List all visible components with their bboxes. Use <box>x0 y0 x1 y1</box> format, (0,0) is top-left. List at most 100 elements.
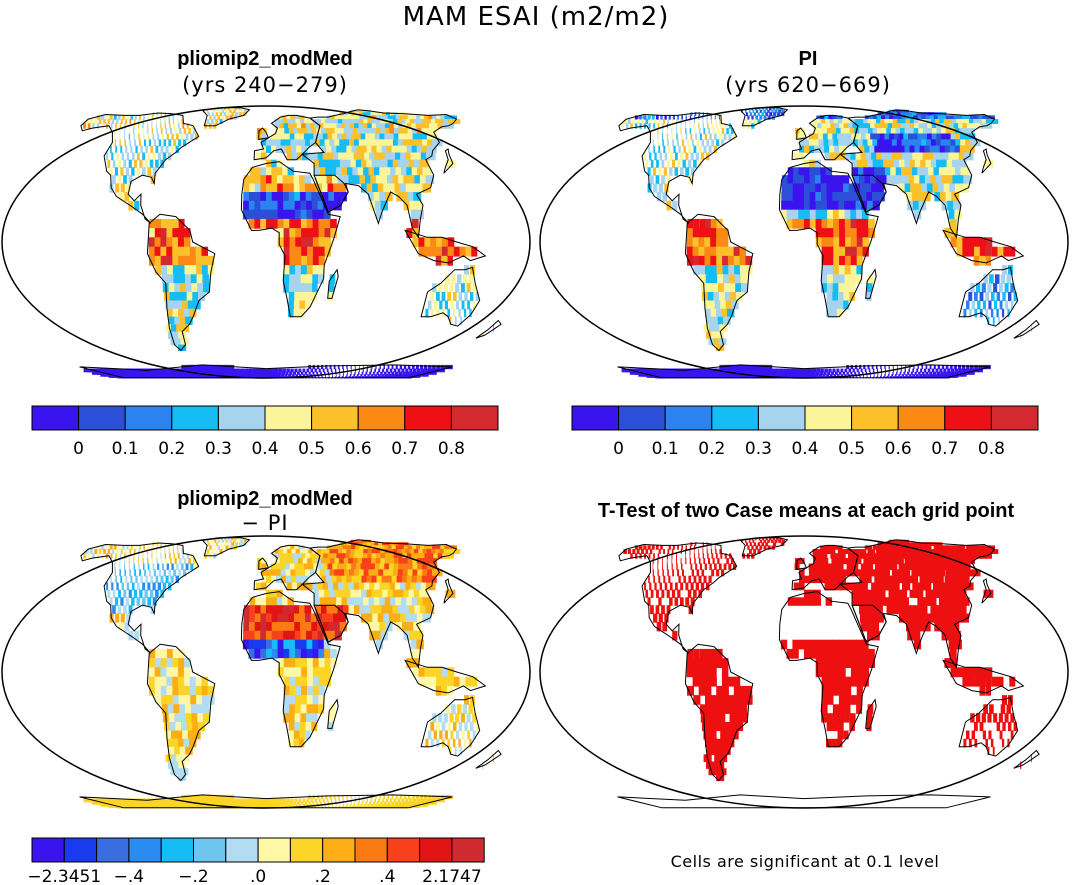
grid-cell <box>214 109 217 113</box>
grid-cell <box>353 804 355 807</box>
grid-cell <box>868 128 876 135</box>
grid-cell <box>301 246 308 257</box>
grid-cell <box>368 167 377 176</box>
grid-cell <box>288 283 295 293</box>
grid-cell <box>172 658 179 668</box>
grid-cell <box>349 569 358 577</box>
grid-cell <box>329 630 336 641</box>
grid-cell <box>204 371 212 375</box>
grid-cell <box>295 569 302 577</box>
grid-cell <box>733 563 737 570</box>
grid-cell <box>447 667 455 678</box>
grid-cell <box>259 376 264 378</box>
grid-cell <box>300 704 307 714</box>
grid-cell <box>160 128 163 135</box>
grid-cell <box>221 374 229 377</box>
grid-cell <box>366 575 375 584</box>
grid-cell <box>402 374 407 377</box>
grid-cell <box>291 152 299 161</box>
grid-cell <box>383 364 385 370</box>
grid-cell <box>196 265 203 275</box>
grid-cell <box>403 175 412 185</box>
grid-cell <box>293 605 301 615</box>
grid-cell <box>947 371 952 375</box>
grid-cell <box>826 175 833 185</box>
grid-cell <box>231 537 234 541</box>
grid-cell <box>874 167 882 176</box>
grid-cell <box>317 200 325 211</box>
grid-cell <box>211 542 214 546</box>
grid-cell <box>929 371 933 375</box>
grid-cell <box>155 159 159 168</box>
grid-cell <box>260 597 267 606</box>
grid-cell <box>659 582 662 591</box>
grid-cell <box>721 569 725 577</box>
grid-cell <box>440 368 445 373</box>
grid-cell <box>804 376 808 378</box>
grid-cell <box>974 237 981 248</box>
grid-cell <box>384 804 389 807</box>
grid-cell <box>248 648 255 659</box>
grid-cell <box>415 152 426 161</box>
grid-cell <box>312 801 315 805</box>
grid-cell <box>282 798 286 803</box>
grid-cell <box>432 798 437 803</box>
grid-cell <box>838 218 846 229</box>
grid-cell <box>359 364 360 370</box>
grid-cell <box>289 274 296 284</box>
grid-cell <box>708 324 717 333</box>
grid-cell <box>172 228 179 238</box>
grid-cell <box>800 374 805 377</box>
grid-cell <box>114 569 116 577</box>
grid-cell <box>249 368 255 373</box>
grid-cell <box>409 801 414 805</box>
grid-cell <box>824 368 828 373</box>
grid-cell <box>288 605 295 615</box>
grid-cell <box>324 371 326 375</box>
grid-cell <box>154 255 162 266</box>
grid-cell <box>298 368 302 373</box>
grid-cell <box>305 553 313 559</box>
grid-cell <box>748 109 751 113</box>
grid-cell <box>698 575 702 584</box>
grid-cell <box>190 563 194 570</box>
grid-cell <box>283 667 291 678</box>
grid-cell <box>125 145 128 154</box>
grid-cell <box>248 218 255 229</box>
grid-cell <box>178 667 185 678</box>
grid-cell <box>765 537 768 541</box>
grid-cell <box>634 553 638 559</box>
grid-cell <box>870 133 878 140</box>
grid-cell <box>172 115 174 120</box>
grid-cell <box>368 139 378 147</box>
grid-cell <box>172 246 179 257</box>
grid-cell <box>718 133 722 140</box>
grid-cell <box>702 292 710 302</box>
grid-cell <box>338 798 341 803</box>
grid-cell <box>817 553 823 559</box>
grid-cell <box>894 575 903 584</box>
grid-cell <box>906 192 914 202</box>
grid-cell <box>847 139 855 147</box>
grid-cell <box>355 806 358 808</box>
grid-cell <box>366 159 375 168</box>
grid-cell <box>809 192 817 202</box>
grid-cell <box>833 246 840 257</box>
grid-cell <box>177 123 180 129</box>
grid-cell <box>327 801 330 805</box>
grid-cell <box>306 639 314 650</box>
grid-cell <box>767 545 771 550</box>
grid-cell <box>407 794 411 800</box>
grid-cell <box>839 145 846 154</box>
grid-cell <box>282 368 286 373</box>
map-panel-4 <box>539 535 1069 809</box>
grid-cell <box>314 139 322 147</box>
grid-cell <box>381 145 391 154</box>
grid-cell <box>687 228 694 238</box>
grid-cell <box>401 145 412 154</box>
grid-cell <box>424 368 429 373</box>
grid-cell <box>346 549 355 554</box>
grid-cell <box>367 374 370 377</box>
grid-cell <box>213 376 221 378</box>
grid-cell <box>240 109 244 113</box>
